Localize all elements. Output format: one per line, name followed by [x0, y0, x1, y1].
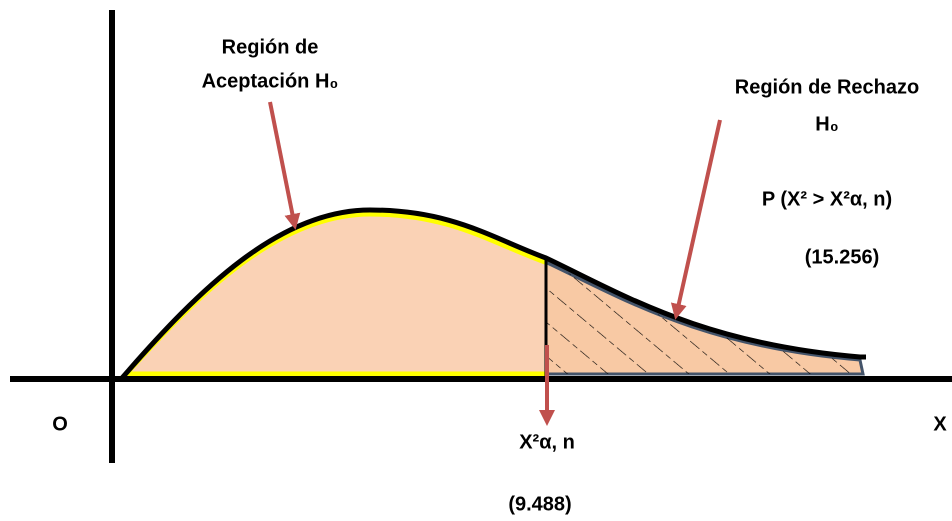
curve [120, 207, 866, 380]
rejection-label: Región de Rechazo [735, 76, 919, 98]
rejection-region [546, 260, 865, 376]
acceptance-region [120, 211, 546, 377]
critical-value: (9.488) [508, 493, 571, 515]
probability-label: P (X² > X²α, n) [762, 188, 892, 210]
origin-label: O [52, 413, 68, 435]
rejection-label: H₀ [815, 113, 838, 135]
rejection-value: (15.256) [805, 246, 880, 268]
acceptance-label: Región de [222, 36, 319, 58]
arrow [268, 101, 301, 230]
arrow [670, 119, 722, 320]
x-axis-label: X [933, 413, 947, 435]
acceptance-label: Aceptación H₀ [202, 70, 339, 92]
critical-label: X²α, n [519, 431, 575, 453]
